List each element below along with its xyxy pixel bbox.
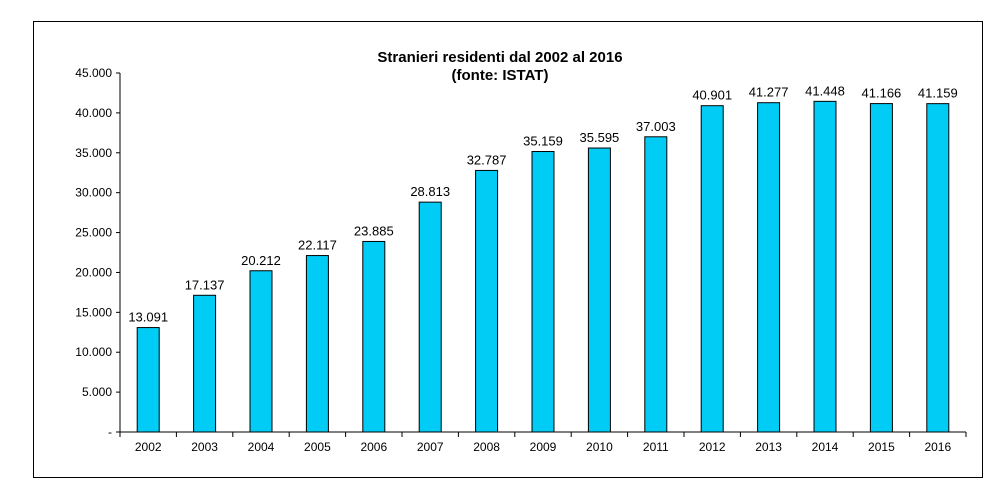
x-tick-label: 2010	[586, 440, 613, 454]
bar-2007	[418, 201, 442, 433]
x-tick-label: 2008	[473, 440, 500, 454]
data-label-2014: 41.448	[805, 83, 845, 98]
bar-2012	[700, 105, 724, 433]
data-label-2011: 37.003	[636, 119, 676, 134]
data-label-2008: 32.787	[467, 152, 507, 167]
x-tick-label: 2007	[417, 440, 444, 454]
bar-2003	[193, 294, 217, 433]
data-label-2009: 35.159	[523, 134, 563, 149]
y-tick-label: 35.000	[75, 146, 112, 160]
bar-2015	[869, 103, 893, 433]
y-tick-label: 30.000	[75, 186, 112, 200]
data-labels: 13.091 17.137 20.212 22.117 23.885 28.813 32.7…	[128, 83, 957, 324]
y-tick-label: 45.000	[75, 66, 112, 80]
data-label-2013: 41.277	[749, 85, 789, 100]
y-tick-label: 25.000	[75, 226, 112, 240]
bar-2008	[475, 169, 499, 433]
bar-2009	[531, 151, 555, 433]
chart-title-line-2: (fonte: ISTAT)	[452, 67, 549, 84]
bars	[136, 100, 950, 433]
bar-2006	[362, 240, 386, 433]
bar-2002	[136, 327, 160, 433]
y-tick-label: 20.000	[75, 265, 112, 279]
x-tick-label: 2009	[530, 440, 557, 454]
chart-title-line-1: Stranieri residenti dal 2002 al 2016	[377, 49, 622, 66]
data-label-2002: 13.091	[128, 310, 168, 325]
x-tick-label: 2006	[360, 440, 387, 454]
bar-2005	[305, 255, 329, 433]
data-label-2015: 41.166	[862, 86, 902, 101]
data-label-2016: 41.159	[918, 86, 958, 101]
x-tick-label: 2002	[135, 440, 162, 454]
y-tick-label: 5.000	[82, 385, 112, 399]
data-label-2006: 23.885	[354, 223, 394, 238]
x-tick-label: 2004	[248, 440, 275, 454]
bar-2004	[249, 270, 273, 433]
data-label-2004: 20.212	[241, 253, 281, 268]
x-tick-label: 2014	[812, 440, 839, 454]
bar-2014	[813, 100, 837, 433]
bar-2013	[757, 102, 781, 433]
data-label-2007: 28.813	[410, 184, 450, 199]
y-axis: - 5.000 10.000 15.000 20.000 25.000 30.000 35.0…	[75, 66, 121, 439]
y-tick-label: 15.000	[75, 305, 112, 319]
bar-2011	[644, 136, 668, 433]
x-tick-label: 2015	[868, 440, 895, 454]
x-tick-label: 2003	[191, 440, 218, 454]
data-label-2003: 17.137	[185, 277, 225, 292]
x-axis: 2002 2003 2004 2005 2006 2007 2008 2009 2010 2011…	[119, 431, 967, 454]
bar-2010	[587, 147, 611, 433]
x-tick-label: 2011	[643, 440, 669, 454]
chart-frame: Stranieri residenti dal 2002 al 2016 (fo…	[33, 21, 983, 478]
bar-chart: Stranieri residenti dal 2002 al 2016 (fo…	[75, 49, 967, 454]
data-label-2005: 22.117	[298, 238, 337, 253]
y-tick-label: 10.000	[75, 345, 112, 359]
x-tick-label: 2005	[304, 440, 331, 454]
y-tick-label: -	[108, 425, 112, 439]
data-label-2012: 40.901	[692, 88, 732, 103]
x-tick-label: 2012	[699, 440, 726, 454]
x-tick-label: 2016	[924, 440, 951, 454]
y-tick-label: 40.000	[75, 106, 112, 120]
x-tick-label: 2013	[755, 440, 782, 454]
bar-2016	[926, 103, 950, 433]
data-label-2010: 35.595	[580, 130, 620, 145]
